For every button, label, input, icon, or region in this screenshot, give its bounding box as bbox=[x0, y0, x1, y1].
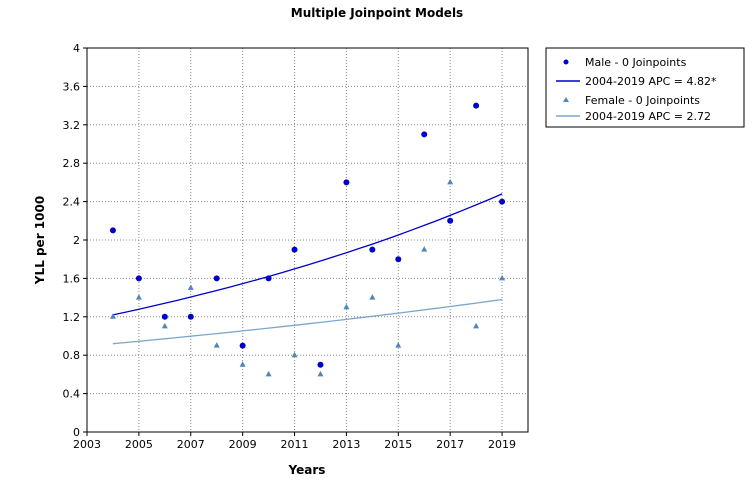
legend-marker-female bbox=[563, 97, 569, 102]
x-tick-label: 2005 bbox=[125, 438, 153, 451]
y-axis: 0 0.4 0.8 1.2 1.6 2 2.4 2.8 3.2 3.6 4 bbox=[63, 42, 87, 439]
y-tick-label: 2.4 bbox=[63, 196, 81, 209]
grid bbox=[87, 48, 528, 432]
y-tick-label: 4 bbox=[73, 42, 80, 55]
data-point-female bbox=[213, 342, 220, 348]
data-point-female bbox=[161, 322, 168, 329]
x-tick-label: 2015 bbox=[384, 438, 412, 451]
data-point-female bbox=[395, 342, 402, 348]
data-point-male bbox=[161, 313, 168, 320]
data-point-female bbox=[187, 284, 194, 290]
trend-line-1 bbox=[112, 298, 503, 345]
trend-lines bbox=[112, 193, 503, 345]
trend-line-0 bbox=[112, 193, 503, 316]
data-point-male bbox=[343, 179, 350, 186]
x-tick-label: 2013 bbox=[332, 438, 360, 451]
data-point-male bbox=[265, 275, 272, 282]
data-point-male bbox=[395, 256, 402, 263]
legend-box bbox=[545, 47, 745, 128]
data-point-female bbox=[473, 322, 480, 329]
y-tick-label: 1.2 bbox=[63, 311, 81, 324]
data-point-male bbox=[291, 246, 298, 253]
data-point-male bbox=[473, 102, 480, 109]
x-tick-label: 2003 bbox=[73, 438, 101, 451]
data-point-male bbox=[135, 275, 142, 282]
data-point-male bbox=[447, 217, 454, 224]
y-tick-label: 0 bbox=[73, 426, 80, 439]
y-tick-label: 2 bbox=[73, 234, 80, 247]
data-point-male bbox=[499, 198, 506, 205]
x-axis: 2003 2005 2007 2009 2011 2013 2015 2017 2019 bbox=[73, 432, 516, 451]
x-tick-label: 2017 bbox=[436, 438, 464, 451]
data-point-female bbox=[109, 313, 116, 319]
data-point-male bbox=[109, 227, 116, 234]
legend-label-male-trend: 2004-2019 APC = 4.82* bbox=[585, 75, 717, 88]
x-tick-label: 2007 bbox=[177, 438, 205, 451]
legend-label-female-trend: 2004-2019 APC = 2.72 bbox=[585, 110, 711, 123]
y-axis-label: YLL per 1000 bbox=[33, 196, 47, 285]
data-point-male bbox=[187, 313, 194, 320]
data-point-female bbox=[421, 246, 428, 252]
data-point-male bbox=[369, 246, 376, 253]
x-axis-label: Years bbox=[288, 463, 326, 477]
data-point-female bbox=[317, 370, 324, 377]
data-points bbox=[109, 102, 506, 377]
legend-label-male: Male - 0 Joinpoints bbox=[585, 56, 687, 69]
y-tick-label: 0.4 bbox=[63, 388, 81, 401]
y-tick-label: 3.2 bbox=[63, 119, 81, 132]
y-tick-label: 3.6 bbox=[63, 80, 81, 93]
chart-title: Multiple Joinpoint Models bbox=[291, 6, 463, 20]
data-point-male bbox=[421, 131, 428, 138]
data-point-female bbox=[265, 370, 272, 377]
data-point-male bbox=[317, 361, 324, 368]
data-point-female bbox=[291, 351, 298, 358]
data-point-male bbox=[213, 275, 220, 282]
x-tick-label: 2009 bbox=[229, 438, 257, 451]
legend-label-female: Female - 0 Joinpoints bbox=[585, 94, 700, 107]
x-tick-label: 2019 bbox=[488, 438, 516, 451]
data-point-female bbox=[499, 274, 506, 281]
legend-marker-male bbox=[563, 59, 569, 65]
data-point-female bbox=[447, 178, 454, 185]
x-tick-label: 2011 bbox=[281, 438, 309, 451]
legend: Male - 0 Joinpoints 2004-2019 APC = 4.82… bbox=[545, 47, 745, 128]
data-point-female bbox=[135, 294, 142, 300]
y-tick-label: 2.8 bbox=[63, 157, 81, 170]
data-point-female bbox=[369, 294, 376, 300]
data-point-female bbox=[239, 361, 246, 367]
y-tick-label: 1.6 bbox=[63, 272, 81, 285]
data-point-male bbox=[239, 342, 246, 349]
data-point-female bbox=[343, 303, 350, 310]
y-tick-label: 0.8 bbox=[63, 349, 81, 362]
